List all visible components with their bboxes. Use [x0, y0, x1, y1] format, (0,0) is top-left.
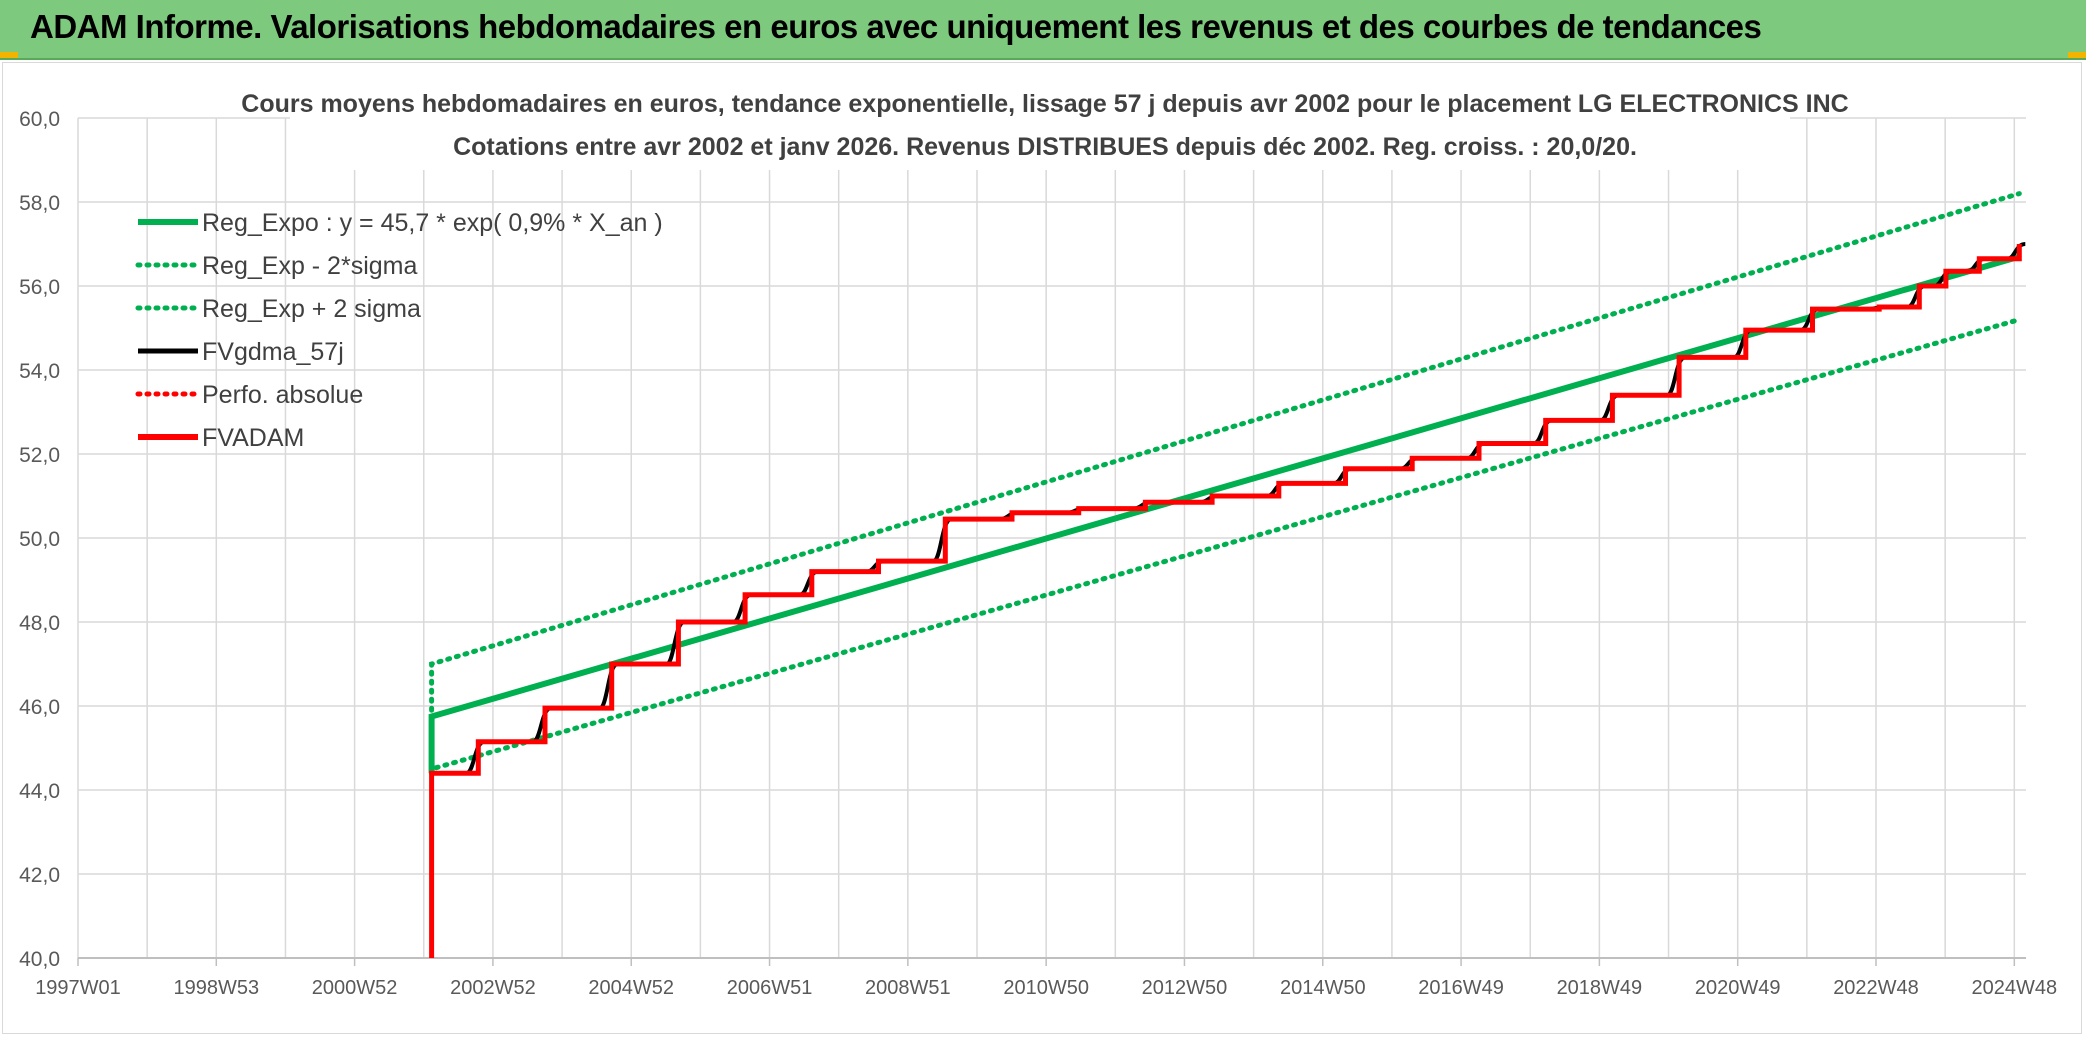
chart-title-block: Cours moyens hebdomadaires en euros, ten…: [241, 82, 1849, 170]
report-title: ADAM Informe. Valorisations hebdomadaire…: [30, 8, 1762, 45]
title-background: [290, 82, 1790, 170]
x-tick-label: 2020W49: [1695, 977, 1781, 999]
series-layer: [428, 191, 2026, 958]
x-tick-label: 2006W51: [727, 977, 813, 999]
series-reg-exp-plus-2sigma: [429, 191, 2022, 776]
chart-frame: [2, 62, 2082, 1034]
series-reg-expo: [428, 253, 2021, 774]
y-tick-label: 50,0: [19, 528, 60, 551]
x-tick-label: 2016W49: [1418, 977, 1504, 999]
x-tick-label: 2018W49: [1557, 977, 1643, 999]
legend-label: Perfo. absolue: [202, 381, 363, 409]
x-tick-label: 2014W50: [1280, 977, 1366, 999]
y-tick-label: 44,0: [19, 780, 60, 803]
series-reg-exp-minus-2sigma: [429, 317, 2022, 776]
x-tick-label: 2012W50: [1142, 977, 1228, 999]
legend-label: Reg_Expo : y = 45,7 * exp( 0,9% * X_an ): [202, 209, 663, 237]
corner-marker-right: [2068, 52, 2086, 58]
x-tick-label: 1998W53: [173, 977, 259, 999]
legend-label: FVADAM: [202, 424, 304, 452]
x-tick-label: 2008W51: [865, 977, 951, 999]
x-tick-label: 2022W48: [1833, 977, 1919, 999]
y-tick-label: 40,0: [19, 948, 60, 971]
x-tick-label: 2024W48: [1971, 977, 2057, 999]
x-tick-label: 2010W50: [1003, 977, 1089, 999]
legend: Reg_Expo : y = 45,7 * exp( 0,9% * X_an )…: [135, 209, 663, 452]
x-tick-label: 2000W52: [312, 977, 398, 999]
chart-subtitle: Cotations entre avr 2002 et janv 2026. R…: [453, 133, 1637, 161]
legend-label: Reg_Exp - 2*sigma: [202, 252, 417, 280]
legend-label: Reg_Exp + 2 sigma: [202, 295, 421, 323]
y-tick-label: 58,0: [19, 192, 60, 215]
x-axis: 1997W01 1998W53 2000W52 2002W52 2004W52 2006W…: [35, 957, 2057, 999]
legend-label: FVgdma_57j: [202, 338, 344, 366]
header-banner: ADAM Informe. Valorisations hebdomadaire…: [0, 0, 2086, 60]
y-tick-label: 60,0: [19, 108, 60, 131]
corner-marker-left: [0, 52, 18, 58]
y-tick-label: 42,0: [19, 864, 60, 887]
x-tick-label: 2004W52: [588, 977, 674, 999]
series-fvadam: [429, 244, 2022, 958]
y-tick-label: 56,0: [19, 276, 60, 299]
x-tick-label: 2002W52: [450, 977, 536, 999]
y-tick-label: 48,0: [19, 612, 60, 635]
x-tick-label: 1997W01: [35, 977, 121, 999]
y-tick-label: 54,0: [19, 360, 60, 383]
y-tick-label: 52,0: [19, 444, 60, 467]
chart-title: Cours moyens hebdomadaires en euros, ten…: [241, 90, 1848, 118]
y-axis: 40,0 42,0 44,0 46,0 48,0 50,0 52,0 54,0 56,0 58,0…: [19, 108, 60, 971]
y-tick-label: 46,0: [19, 696, 60, 719]
